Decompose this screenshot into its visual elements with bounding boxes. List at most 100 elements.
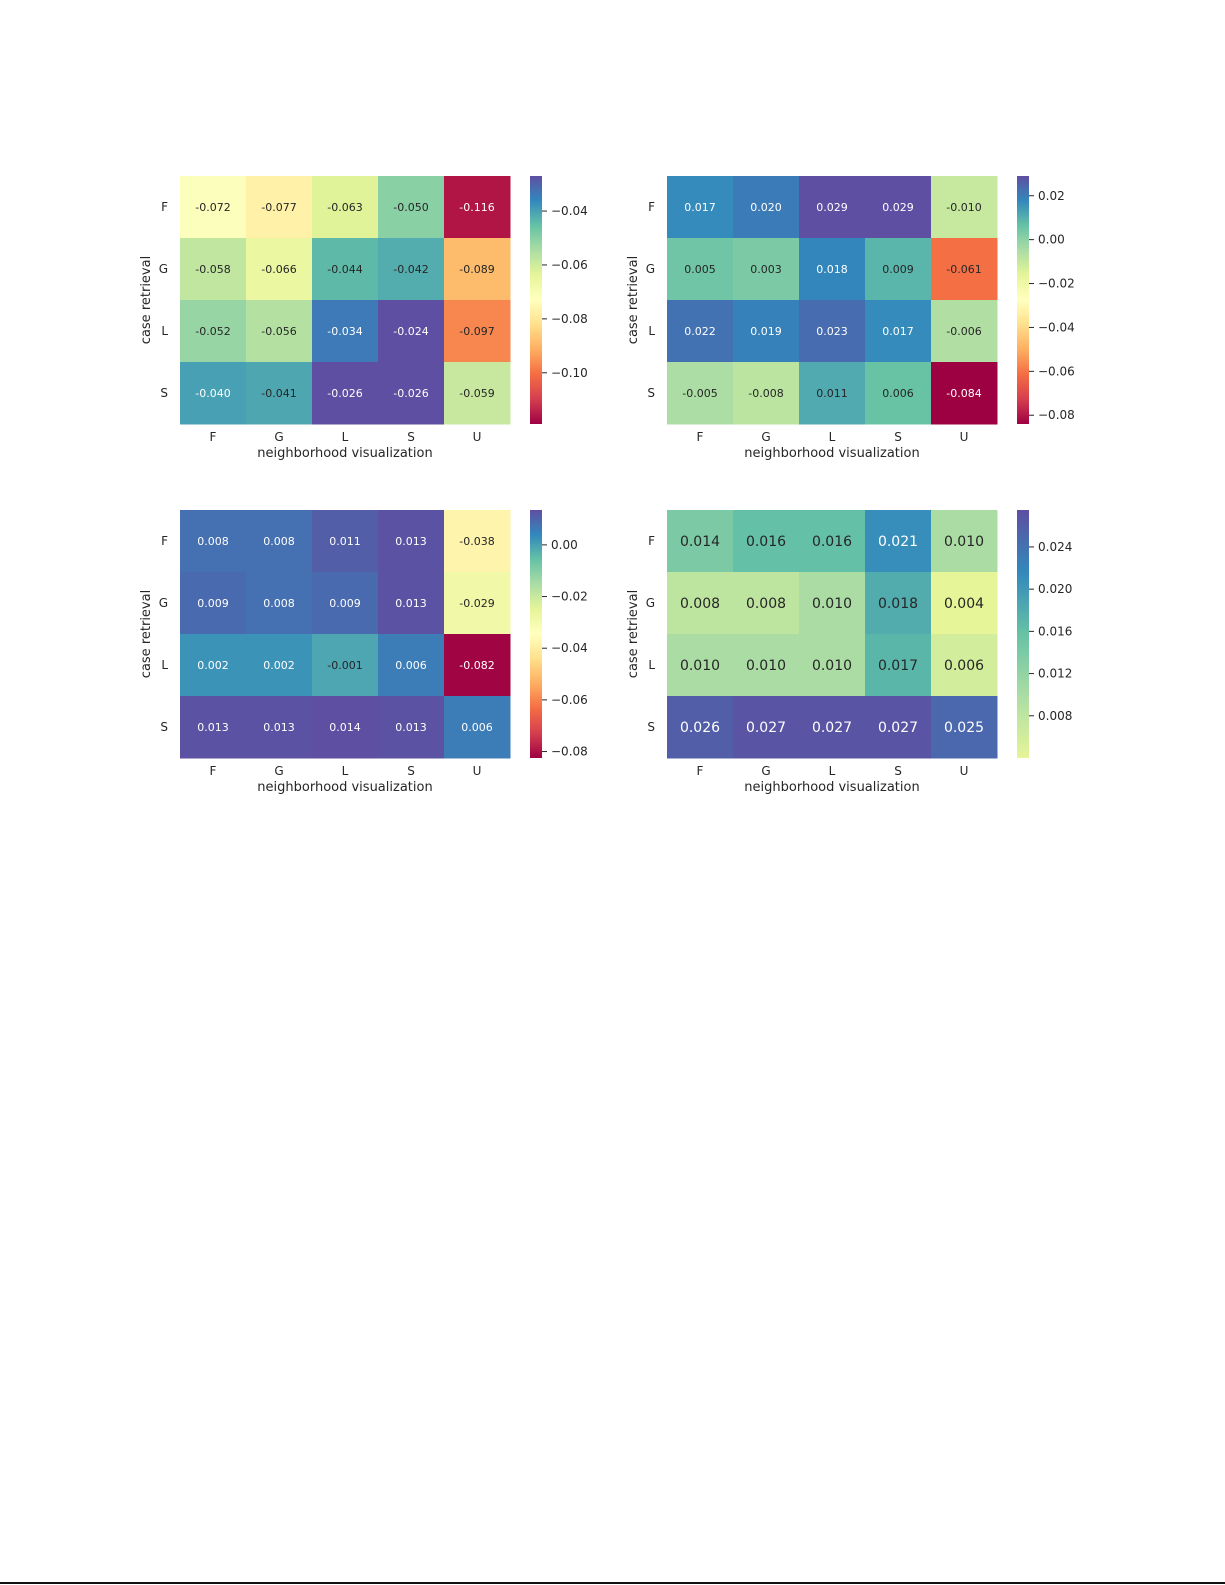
x-axis-label: neighborhood visualization <box>257 780 432 795</box>
heatmap-cell <box>865 634 932 697</box>
cell-value-label: -0.038 <box>459 535 494 548</box>
heatmap-cell <box>444 176 511 239</box>
x-tick-label: S <box>894 430 902 444</box>
heatmap-cell <box>667 238 734 301</box>
cell-value-label: 0.017 <box>882 325 914 338</box>
colorbar-tick-label: −0.04 <box>1038 320 1075 334</box>
cell-value-label: -0.050 <box>393 201 428 214</box>
heatmap-cell <box>667 634 734 697</box>
heatmap-cell <box>378 362 445 425</box>
colorbar-tick-label: 0.00 <box>551 538 578 552</box>
heatmap-cell <box>312 696 379 759</box>
heatmap-cell <box>667 300 734 363</box>
cell-value-label: -0.058 <box>195 263 230 276</box>
cell-value-label: -0.056 <box>261 325 296 338</box>
cell-value-label: -0.084 <box>946 387 981 400</box>
cell-value-label: -0.066 <box>261 263 296 276</box>
cell-value-label: -0.059 <box>459 387 494 400</box>
heatmap-cell <box>444 362 511 425</box>
heatmap-cell <box>312 176 379 239</box>
heatmap-cell <box>180 176 247 239</box>
colorbar-tick-label: −0.02 <box>551 590 588 604</box>
x-tick-label: L <box>829 430 836 444</box>
x-tick-label: L <box>829 764 836 778</box>
colorbar-tick-label: −0.04 <box>551 641 588 655</box>
x-axis-label: neighborhood visualization <box>744 780 919 795</box>
heatmap-cell <box>733 238 800 301</box>
heatmap-cell <box>931 176 998 239</box>
cell-value-label: 0.013 <box>197 721 229 734</box>
heatmap-cell <box>246 510 313 573</box>
heatmap-panel-2: 0.017 0.020 0.029 0.029 -0.010 0.005 0.003 0.01… <box>626 176 1075 461</box>
cell-value-label: 0.018 <box>816 263 848 276</box>
y-axis-label: case retrieval <box>139 590 154 678</box>
heatmap-cell <box>733 634 800 697</box>
heatmap-cell <box>865 238 932 301</box>
cell-value-label: 0.016 <box>812 534 852 550</box>
cell-value-label: -0.010 <box>946 201 981 214</box>
heatmap-cell <box>180 362 247 425</box>
cell-value-label: 0.020 <box>750 201 782 214</box>
x-tick-label: L <box>342 764 349 778</box>
heatmap-cell <box>444 300 511 363</box>
cell-value-label: 0.013 <box>395 535 427 548</box>
cell-value-label: 0.009 <box>329 597 361 610</box>
cell-value-label: 0.009 <box>882 263 914 276</box>
y-tick-label: F <box>648 534 655 548</box>
x-tick-label: S <box>407 764 415 778</box>
heatmap-cell <box>180 572 247 635</box>
cell-value-label: 0.008 <box>263 597 295 610</box>
colorbar-tick-label: 0.012 <box>1038 667 1072 681</box>
heatmap-cell <box>312 362 379 425</box>
heatmap-cell <box>931 634 998 697</box>
heatmap-cell <box>667 572 734 635</box>
heatmap-cell <box>799 510 866 573</box>
colorbar-tick-label: −0.02 <box>1038 277 1075 291</box>
cell-value-label: 0.010 <box>812 596 852 612</box>
cell-value-label: -0.029 <box>459 597 494 610</box>
cell-value-label: 0.027 <box>746 720 786 736</box>
heatmap-cell <box>733 572 800 635</box>
heatmap-cell <box>444 572 511 635</box>
cell-value-label: -0.082 <box>459 659 494 672</box>
cell-value-label: -0.061 <box>946 263 981 276</box>
heatmap-cell <box>180 300 247 363</box>
cell-value-label: 0.002 <box>197 659 229 672</box>
y-axis-label: case retrieval <box>139 256 154 344</box>
colorbar-tick-label: −0.06 <box>551 693 588 707</box>
y-tick-label: F <box>648 200 655 214</box>
heatmap-panel-1: -0.072 -0.077 -0.063 -0.050 -0.116 -0.058 -0.0… <box>139 176 588 461</box>
heatmap-cell <box>667 510 734 573</box>
cell-value-label: 0.013 <box>263 721 295 734</box>
cell-value-label: -0.097 <box>459 325 494 338</box>
x-tick-label: F <box>210 764 217 778</box>
cell-value-label: 0.010 <box>812 658 852 674</box>
cell-value-label: 0.029 <box>882 201 914 214</box>
heatmap-cell <box>312 510 379 573</box>
heatmap-cell <box>799 176 866 239</box>
cell-value-label: 0.008 <box>197 535 229 548</box>
cell-value-label: -0.116 <box>459 201 494 214</box>
heatmap-cell <box>246 572 313 635</box>
heatmap-cell <box>246 300 313 363</box>
heatmap-cell <box>444 696 511 759</box>
heatmap-cell <box>378 510 445 573</box>
cell-value-label: 0.011 <box>329 535 361 548</box>
heatmap-cell <box>667 696 734 759</box>
x-axis-label: neighborhood visualization <box>744 446 919 461</box>
cell-value-label: -0.077 <box>261 201 296 214</box>
cell-value-label: 0.016 <box>746 534 786 550</box>
heatmap-cell <box>378 238 445 301</box>
x-tick-label: U <box>473 430 482 444</box>
cell-value-label: 0.014 <box>680 534 720 550</box>
heatmap-cell <box>246 362 313 425</box>
cell-value-label: -0.042 <box>393 263 428 276</box>
y-tick-label: L <box>648 658 655 672</box>
y-tick-label: F <box>161 534 168 548</box>
x-tick-label: F <box>697 764 704 778</box>
cell-value-label: 0.021 <box>878 534 918 550</box>
x-tick-label: G <box>274 430 283 444</box>
heatmap-cell <box>733 362 800 425</box>
cell-value-label: -0.026 <box>393 387 428 400</box>
colorbar-tick-label: 0.024 <box>1038 540 1072 554</box>
